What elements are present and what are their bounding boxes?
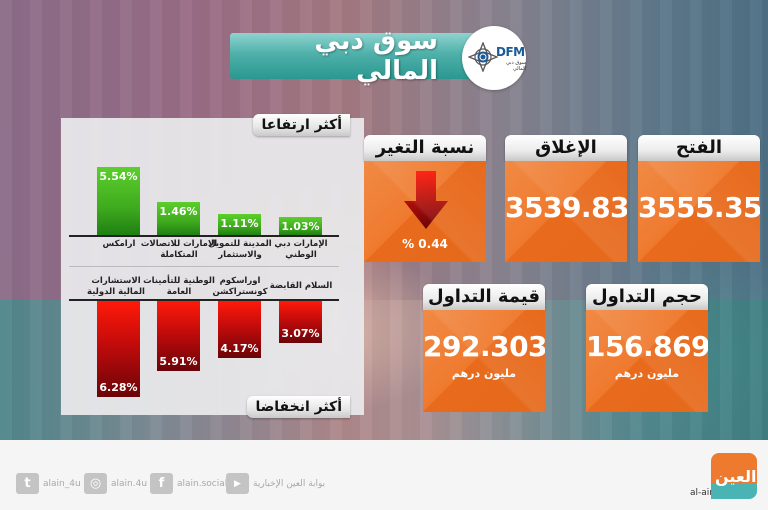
losers-label: أكثر انخفاضا bbox=[247, 396, 350, 418]
turnover-box: قيمة التداول 292.303 مليون درهم bbox=[423, 284, 545, 412]
alain-logo: العين bbox=[711, 453, 757, 499]
turnover-value: 292.303 bbox=[423, 330, 545, 363]
loser-name: الوطنية للتأمينات العامة bbox=[143, 276, 215, 297]
change-value: % 0.44 bbox=[402, 237, 448, 251]
open-label: الفتح bbox=[638, 135, 760, 161]
close-value: 3539.83 bbox=[505, 191, 627, 224]
close-box: الإغلاق 3539.83 bbox=[505, 135, 627, 262]
gainer-bar: 1.03% bbox=[279, 217, 322, 235]
open-value: 3555.35 bbox=[638, 191, 760, 224]
title-banner: سوق دبي المالي bbox=[230, 26, 490, 86]
turnover-unit: مليون درهم bbox=[451, 367, 517, 380]
loser-bar: 3.07% bbox=[279, 301, 322, 343]
gainers-axis bbox=[69, 235, 339, 237]
youtube-icon: ▶ bbox=[226, 473, 249, 494]
facebook-icon: f bbox=[150, 473, 173, 494]
social-youtube[interactable]: ▶ بوابة العين الإخبارية bbox=[226, 473, 325, 494]
dfm-logo: DFM سوق دبي المالي bbox=[462, 26, 526, 90]
losers-axis bbox=[69, 299, 339, 301]
dfm-acronym: DFM bbox=[496, 45, 525, 59]
instagram-icon: ◎ bbox=[84, 473, 107, 494]
open-box: الفتح 3555.35 bbox=[638, 135, 760, 262]
volume-value: 156.869 bbox=[586, 330, 708, 363]
gainer-bar: 1.46% bbox=[157, 202, 200, 235]
gainer-name: الامارات للاتصالات المتكاملة bbox=[140, 239, 218, 260]
alain-brand-glyph: العين bbox=[715, 467, 757, 486]
movers-panel: أكثر ارتفاعا 5.54% 1.46% 1.11% 1.03% ارا… bbox=[61, 114, 364, 418]
down-arrow-icon bbox=[404, 171, 448, 229]
change-box: نسبة التغير % 0.44 bbox=[364, 135, 486, 262]
social-instagram[interactable]: ◎ alain.4u bbox=[84, 473, 147, 494]
youtube-handle: بوابة العين الإخبارية bbox=[253, 478, 326, 489]
gainers-label: أكثر ارتفاعا bbox=[253, 114, 350, 136]
social-twitter[interactable]: t alain_4u bbox=[16, 473, 81, 494]
close-label: الإغلاق bbox=[505, 135, 627, 161]
twitter-handle: alain_4u bbox=[43, 478, 81, 489]
instagram-handle: alain.4u bbox=[111, 478, 148, 489]
gainer-name: ارامكس bbox=[102, 239, 136, 249]
dfm-subtitle: سوق دبي المالي bbox=[505, 60, 526, 72]
gainer-bar: 5.54% bbox=[97, 167, 140, 235]
page-title: سوق دبي المالي bbox=[314, 26, 438, 86]
turnover-label: قيمة التداول bbox=[423, 284, 545, 310]
volume-label: حجم التداول bbox=[586, 284, 708, 310]
loser-name: اوراسكوم كونستراكشن bbox=[212, 276, 268, 297]
footer: t alain_4u ◎ alain.4u f alain.social ▶ ب… bbox=[0, 440, 768, 510]
gainer-name: الإمارات دبي الوطني bbox=[274, 239, 328, 260]
facebook-handle: alain.social bbox=[177, 478, 228, 489]
volume-box: حجم التداول 156.869 مليون درهم bbox=[586, 284, 708, 412]
volume-unit: مليون درهم bbox=[614, 367, 680, 380]
loser-bar: 6.28% bbox=[97, 301, 140, 397]
divider bbox=[69, 266, 339, 267]
loser-name: الاستشارات المالية الدولية bbox=[87, 276, 145, 297]
gainer-bar: 1.11% bbox=[218, 214, 261, 235]
change-label: نسبة التغير bbox=[364, 135, 486, 161]
loser-bar: 5.91% bbox=[157, 301, 200, 371]
loser-bar: 4.17% bbox=[218, 301, 261, 358]
dfm-emblem-icon bbox=[468, 42, 498, 72]
social-facebook[interactable]: f alain.social bbox=[150, 473, 227, 494]
gainer-name: المدينة للتمويل والاستثمار bbox=[208, 239, 272, 260]
loser-name: السلام القابضة bbox=[269, 281, 333, 291]
twitter-icon: t bbox=[16, 473, 39, 494]
